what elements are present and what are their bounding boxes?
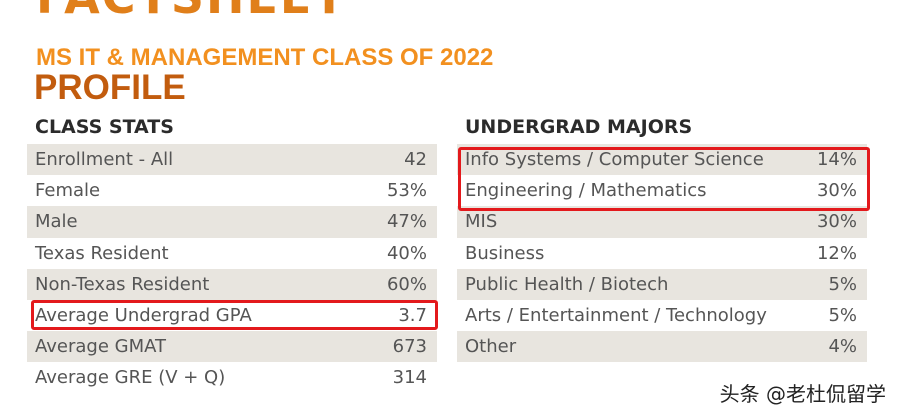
table-row: Average GMAT 673 [27, 331, 437, 363]
row-value: 42 [404, 149, 427, 171]
table-row: Public Health / Biotech 5% [457, 268, 867, 300]
table-row: Other 4% [457, 331, 867, 363]
row-label: Business [465, 242, 545, 264]
majors-highlight-box [458, 147, 870, 211]
row-label: Texas Resident [35, 242, 169, 264]
watermark: 头条 @老杜侃留学 [719, 382, 886, 406]
row-value: 60% [386, 273, 427, 295]
table-row: Engineering / Mathematics 30% [457, 175, 867, 206]
row-value: 30% [816, 180, 857, 202]
table-row: Texas Resident 40% [27, 238, 437, 269]
table-row: Female 53% [27, 175, 437, 206]
row-label: Public Health / Biotech [465, 273, 669, 295]
page-title: PROFILE [34, 68, 186, 107]
row-label: Enrollment - All [35, 149, 174, 171]
row-value: 314 [392, 367, 427, 389]
row-value: 673 [392, 336, 427, 358]
row-value: 12% [816, 242, 857, 264]
row-value: 14% [816, 149, 857, 171]
table-row: MIS 30% [457, 206, 867, 238]
row-label: Info Systems / Computer Science [465, 149, 764, 171]
row-label: Female [35, 180, 101, 202]
table-row: Enrollment - All 42 [27, 144, 437, 176]
undergrad-majors-table: Info Systems / Computer Science 14% Engin… [457, 144, 867, 363]
undergrad-majors-heading: UNDERGRAD MAJORS [465, 116, 693, 138]
row-value: 5% [828, 305, 857, 327]
cut-off-title: FACTSHEET [36, 0, 347, 24]
table-row: Male 47% [27, 206, 437, 238]
row-label: Average Undergrad GPA [35, 305, 252, 327]
row-label: Average GMAT [35, 336, 167, 358]
row-value: 30% [816, 211, 857, 233]
row-label: MIS [465, 211, 498, 233]
row-label: Average GRE (V + Q) [35, 367, 226, 389]
class-stats-table: Enrollment - All 42 Female 53% Male 47% Tex… [27, 144, 437, 394]
table-row: Average GRE (V + Q) 314 [27, 362, 437, 393]
class-stats-heading: CLASS STATS [35, 116, 174, 138]
row-value: 3.7 [398, 305, 427, 327]
table-row: Business 12% [457, 238, 867, 269]
row-label: Other [465, 336, 517, 358]
row-value: 47% [386, 211, 427, 233]
row-value: 5% [828, 273, 857, 295]
row-value: 4% [828, 336, 857, 358]
row-label: Male [35, 211, 78, 233]
gpa-highlight-box [31, 300, 438, 330]
row-label: Arts / Entertainment / Technology [465, 305, 767, 327]
table-row: Non-Texas Resident 60% [27, 268, 437, 300]
table-row: Average Undergrad GPA 3.7 [27, 300, 437, 331]
row-value: 53% [386, 180, 427, 202]
row-label: Non-Texas Resident [35, 273, 210, 295]
row-value: 40% [386, 242, 427, 264]
page-subtitle: MS IT & MANAGEMENT CLASS OF 2022 [36, 44, 494, 71]
table-row: Arts / Entertainment / Technology 5% [457, 300, 867, 331]
row-label: Engineering / Mathematics [465, 180, 707, 202]
